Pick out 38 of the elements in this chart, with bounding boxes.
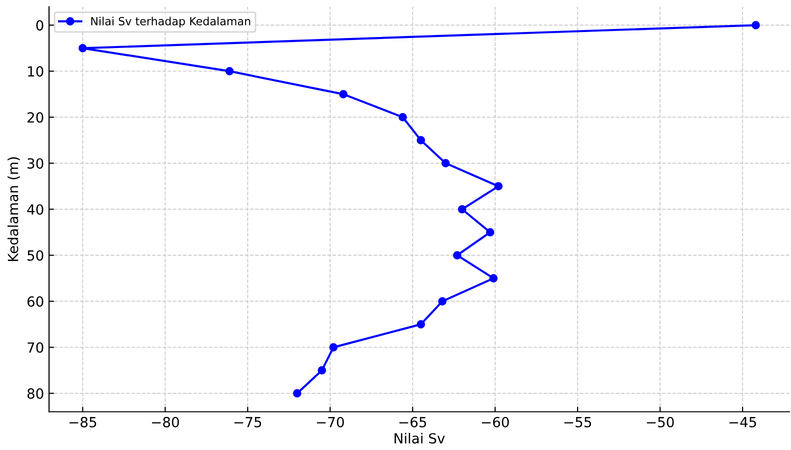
y-tick-label: 60: [27, 296, 44, 307]
legend-label: Nilai Sv terhadap Kedalaman: [91, 16, 250, 28]
y-tick-label: 20: [28, 112, 44, 123]
point: [292, 389, 302, 398]
x-tick-label: −70: [316, 416, 344, 428]
point: [752, 20, 760, 30]
point: [416, 320, 426, 328]
y-tick-label: 70: [28, 342, 44, 353]
point: [318, 366, 326, 374]
x-tick-label: −85: [70, 416, 96, 428]
y-tick-label: 40: [27, 204, 44, 215]
x-tick-label: −60: [482, 416, 509, 428]
point: [339, 90, 348, 98]
point: [494, 182, 503, 190]
x-tick-label: −50: [646, 416, 674, 428]
point: [441, 159, 450, 168]
point: [416, 136, 426, 144]
x-tick-label: −65: [399, 416, 426, 428]
point: [453, 251, 462, 260]
x-axis-title: Nilai Sv: [394, 432, 445, 444]
x-tick-label: −45: [729, 417, 756, 428]
point: [438, 297, 446, 306]
point: [489, 274, 498, 282]
y-axis-title: Kedalaman (m): [8, 157, 20, 262]
y-tick-label: 0: [36, 20, 44, 31]
point: [225, 67, 234, 76]
y-tick-label: 80: [27, 388, 44, 399]
point: [398, 113, 407, 122]
point: [329, 343, 338, 352]
y-tick-label: 30: [28, 158, 44, 169]
x-tick-label: −80: [152, 416, 179, 428]
point: [486, 228, 494, 236]
y-tick-label: 10: [28, 66, 44, 77]
x-tick-label: −55: [564, 417, 592, 428]
y-tick-label: 50: [28, 250, 44, 261]
point: [78, 44, 87, 52]
x-tick-label: −75: [234, 417, 262, 428]
point: [458, 205, 466, 214]
